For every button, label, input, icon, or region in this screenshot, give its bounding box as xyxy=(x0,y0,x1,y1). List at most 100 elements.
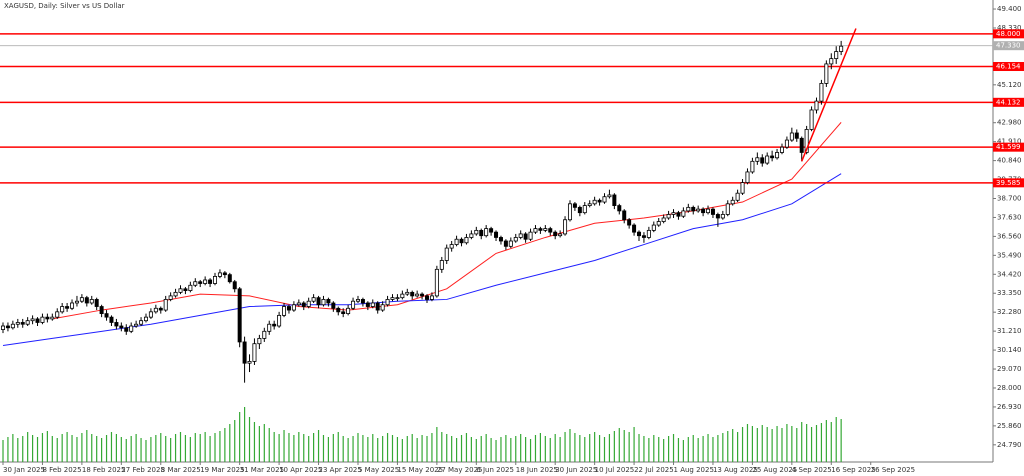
candle-body xyxy=(454,238,459,245)
candle-body xyxy=(143,316,148,322)
x-tick-label: 25 Aug 2025 xyxy=(752,466,797,474)
candle-body xyxy=(622,210,627,221)
candle-body xyxy=(656,221,661,226)
candle-body xyxy=(444,247,449,261)
y-tick-label: 26.930 xyxy=(997,403,1022,411)
candle-body xyxy=(213,276,218,284)
candle-body xyxy=(355,299,360,302)
y-tick-label: 33.350 xyxy=(997,289,1022,297)
candle-body xyxy=(252,343,257,362)
candle-body xyxy=(637,231,642,237)
candle-body xyxy=(134,323,139,327)
candle-body xyxy=(449,244,454,249)
candle-body xyxy=(666,214,671,219)
candle-body xyxy=(474,229,479,235)
candle-body xyxy=(641,235,646,238)
x-tick-label: 5 May 2025 xyxy=(358,466,399,474)
level-label: 48.000 xyxy=(996,30,1021,38)
y-tick-label: 49.400 xyxy=(997,5,1022,13)
y-tick-label: 40.840 xyxy=(997,157,1022,165)
x-tick-label: 1 Aug 2025 xyxy=(674,466,714,474)
candle-body xyxy=(587,203,592,206)
candle-body xyxy=(232,281,237,290)
candle-body xyxy=(277,314,282,327)
candle-body xyxy=(217,272,222,277)
candle-body xyxy=(572,203,577,208)
candle-body xyxy=(262,330,267,339)
x-tick-label: 23 Apr 2025 xyxy=(319,466,362,474)
y-tick-label: 34.420 xyxy=(997,270,1022,278)
y-tick-label: 31.210 xyxy=(997,327,1022,335)
candle-body xyxy=(124,327,129,332)
candle-body xyxy=(30,318,35,322)
x-tick-label: 30 Jun 2025 xyxy=(555,466,597,474)
candle-body xyxy=(227,274,232,283)
candle-body xyxy=(651,224,656,231)
level-label: 46.154 xyxy=(996,63,1021,71)
candle-body xyxy=(789,132,794,141)
candle-body xyxy=(15,322,20,325)
candle-body xyxy=(158,307,163,311)
candle-body xyxy=(321,299,326,306)
candle-body xyxy=(296,302,301,306)
candle-body xyxy=(89,299,94,304)
x-tick-label: 27 May 2025 xyxy=(437,466,483,474)
level-label: 39.585 xyxy=(996,179,1021,187)
candle-body xyxy=(834,51,839,60)
y-tick-label: 37.630 xyxy=(997,213,1022,221)
candle-body xyxy=(819,83,824,102)
candle-body xyxy=(538,228,543,231)
candle-body xyxy=(163,299,168,311)
x-tick-label: 19 Mar 2025 xyxy=(200,466,244,474)
candle-body xyxy=(513,237,518,242)
candle-body xyxy=(415,293,420,297)
candle-body xyxy=(119,325,124,329)
moving-average xyxy=(52,122,842,320)
candle-body xyxy=(326,299,331,304)
candle-body xyxy=(99,306,104,315)
y-tick-label: 25.860 xyxy=(997,422,1022,430)
candle-body xyxy=(168,295,173,300)
candle-body xyxy=(503,240,508,247)
candle-body xyxy=(55,311,60,318)
candle-body xyxy=(40,316,45,323)
candle-body xyxy=(193,281,198,286)
candle-body xyxy=(434,268,439,297)
candle-body xyxy=(592,199,597,205)
candle-body xyxy=(824,63,829,84)
candle-body xyxy=(242,341,247,364)
candle-body xyxy=(84,297,89,304)
candle-body xyxy=(139,320,144,325)
y-tick-label: 30.140 xyxy=(997,346,1022,354)
candle-body xyxy=(45,316,50,320)
candle-body xyxy=(582,205,587,214)
candle-body xyxy=(385,299,390,306)
x-tick-label: 22 Jul 2025 xyxy=(634,466,674,474)
candle-body xyxy=(701,208,706,214)
x-tick-label: 30 Jan 2025 xyxy=(3,466,45,474)
candle-body xyxy=(237,288,242,343)
candle-body xyxy=(148,311,153,318)
candle-body xyxy=(198,281,203,284)
candle-body xyxy=(617,205,622,212)
candle-body xyxy=(1,325,6,330)
y-tick-label: 45.120 xyxy=(997,81,1022,89)
candle-body xyxy=(129,325,134,332)
candle-body xyxy=(479,229,484,237)
candle-body xyxy=(740,182,745,194)
moving-average xyxy=(2,173,842,346)
candle-body xyxy=(272,323,277,327)
chart-title: XAGUSD, Daily: Silver vs US Dollar xyxy=(4,2,125,10)
candle-body xyxy=(203,279,208,284)
candle-body xyxy=(311,297,316,302)
candle-body xyxy=(627,219,632,226)
candle-body xyxy=(439,260,444,270)
y-tick-label: 48.330 xyxy=(997,24,1022,32)
candle-body xyxy=(222,272,227,276)
x-tick-label: 13 Aug 2025 xyxy=(713,466,758,474)
y-tick-label: 24.790 xyxy=(997,441,1022,449)
candle-body xyxy=(109,316,114,323)
candle-body xyxy=(784,139,789,148)
